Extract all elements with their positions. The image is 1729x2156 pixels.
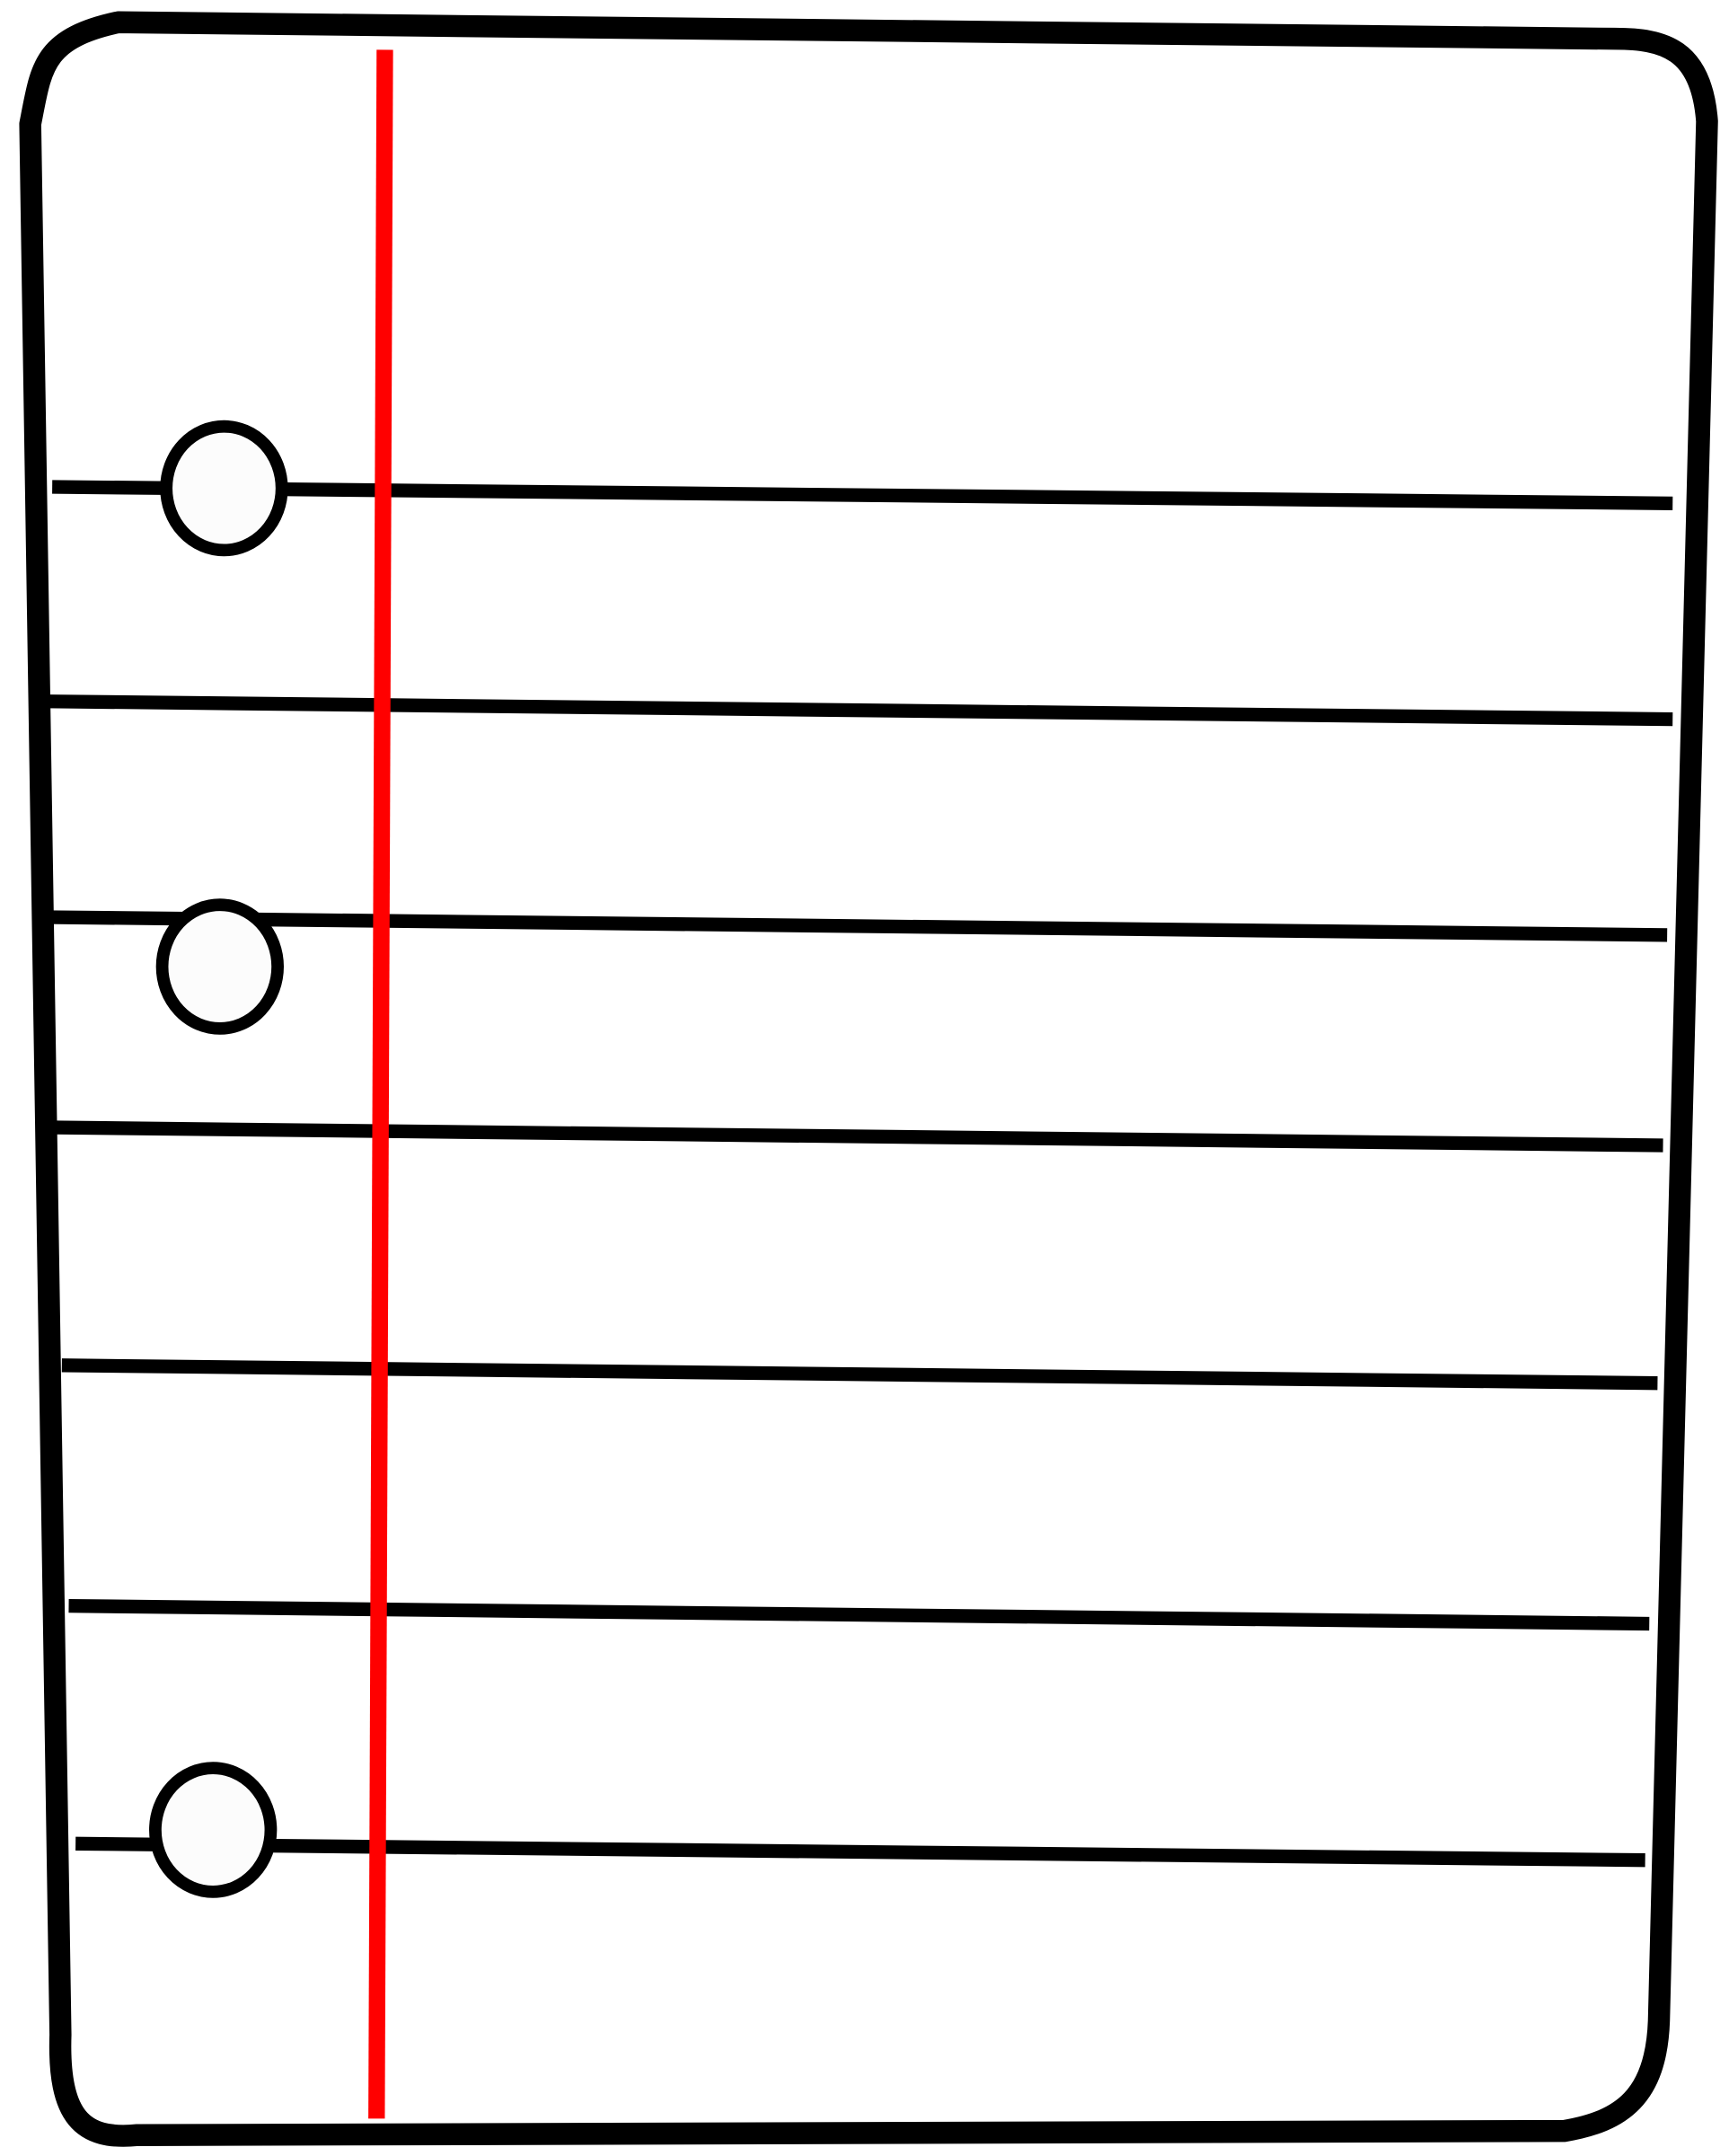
punch-holes: [149, 420, 288, 1898]
punch-hole: [149, 1762, 278, 1898]
ruled-line: [48, 910, 1668, 942]
ruled-line: [68, 1598, 1650, 1631]
margin-line: [368, 49, 393, 2119]
paper-outline: [19, 11, 1718, 2147]
punch-hole: [155, 898, 284, 1035]
ruled-line: [75, 1836, 1645, 1868]
ruled-line: [55, 1120, 1663, 1153]
ruled-line: [48, 694, 1673, 727]
ruled-lines: [48, 480, 1673, 1868]
ruled-line: [61, 1358, 1658, 1391]
punch-hole: [160, 420, 288, 557]
ruled-line: [52, 480, 1673, 511]
